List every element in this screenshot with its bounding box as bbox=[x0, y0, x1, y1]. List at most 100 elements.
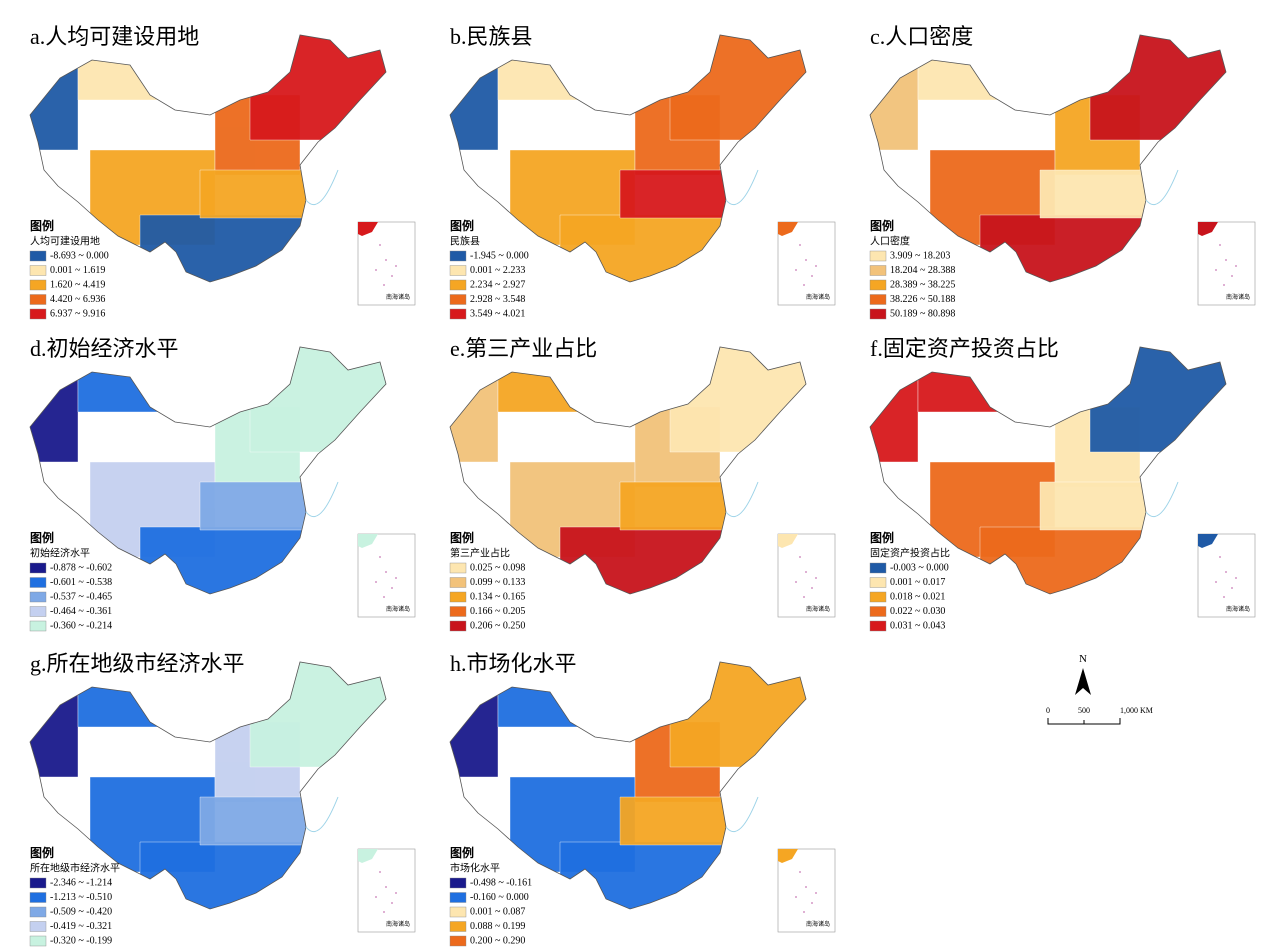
inset-label: 南海诸岛 bbox=[386, 605, 410, 613]
region bbox=[979, 526, 1161, 594]
inset-frame bbox=[1197, 221, 1256, 306]
scale-bar: N 0 500 1,000 KM bbox=[1046, 653, 1153, 725]
coastline bbox=[1145, 481, 1179, 518]
legend-label: -0.878 ~ -0.602 bbox=[50, 562, 112, 573]
legend-label: 0.001 ~ 0.017 bbox=[890, 577, 945, 588]
inset-label: 南海诸岛 bbox=[1226, 605, 1250, 613]
inset-land bbox=[778, 534, 798, 548]
legend-swatch bbox=[449, 279, 467, 291]
legend-label: 0.099 ~ 0.133 bbox=[470, 577, 525, 588]
legend-title: 图例 bbox=[30, 218, 54, 233]
legend-label: 2.928 ~ 3.548 bbox=[470, 294, 525, 305]
inset-island bbox=[1235, 577, 1237, 579]
inset-frame bbox=[357, 533, 416, 618]
region bbox=[669, 662, 806, 768]
inset-island bbox=[385, 571, 387, 573]
legend-title: 图例 bbox=[450, 218, 474, 233]
legend-subtitle: 民族县 bbox=[450, 234, 480, 247]
region bbox=[139, 526, 321, 594]
inset-island bbox=[391, 587, 393, 589]
region bbox=[77, 54, 166, 101]
inset-island bbox=[383, 596, 385, 598]
region bbox=[917, 366, 1006, 413]
inset-island bbox=[375, 581, 377, 583]
inset-island bbox=[795, 896, 797, 898]
legend-swatch bbox=[29, 620, 47, 632]
legend-swatch bbox=[449, 606, 467, 617]
region bbox=[559, 841, 741, 909]
legend-swatch bbox=[869, 562, 887, 574]
inset-label: 南海诸岛 bbox=[806, 605, 830, 613]
panel-title: f.固定资产投资占比 bbox=[870, 336, 1059, 361]
inset-label: 南海诸岛 bbox=[1226, 293, 1250, 301]
panel-title: d.初始经济水平 bbox=[30, 336, 179, 361]
inset-label: 南海诸岛 bbox=[386, 293, 410, 301]
inset-island bbox=[795, 581, 797, 583]
legend-label: -0.537 ~ -0.465 bbox=[50, 591, 112, 602]
inset-land bbox=[358, 222, 378, 236]
legend-label: 0.025 ~ 0.098 bbox=[470, 562, 525, 573]
legend-swatch bbox=[29, 265, 47, 276]
legend-swatch bbox=[29, 250, 47, 262]
legend-label: -0.360 ~ -0.214 bbox=[50, 620, 112, 631]
inset-island bbox=[385, 886, 387, 888]
region bbox=[1039, 481, 1151, 531]
coastline bbox=[725, 169, 759, 206]
region bbox=[619, 481, 731, 531]
legend-label: -0.509 ~ -0.420 bbox=[50, 906, 112, 917]
inset-island bbox=[1215, 581, 1217, 583]
inset-island bbox=[1225, 571, 1227, 573]
inset-island bbox=[811, 587, 813, 589]
inset-land bbox=[358, 534, 378, 548]
inset-island bbox=[391, 275, 393, 277]
inset-island bbox=[383, 284, 385, 286]
inset-island bbox=[799, 871, 801, 873]
region bbox=[559, 526, 741, 594]
inset-island bbox=[375, 269, 377, 271]
scale-tick: 0 bbox=[1046, 706, 1050, 715]
legend-label: 4.420 ~ 6.936 bbox=[50, 294, 105, 305]
inset-frame bbox=[357, 221, 416, 306]
inset-island bbox=[379, 244, 381, 246]
legend-label: -0.464 ~ -0.361 bbox=[50, 606, 112, 617]
inset-label: 南海诸岛 bbox=[806, 920, 830, 928]
legend-label: 0.022 ~ 0.030 bbox=[890, 606, 945, 617]
inset-frame bbox=[777, 848, 836, 933]
inset-island bbox=[385, 259, 387, 261]
coastline bbox=[305, 169, 339, 206]
inset-island bbox=[795, 269, 797, 271]
inset-island bbox=[811, 902, 813, 904]
legend-label: -0.498 ~ -0.161 bbox=[470, 877, 532, 888]
legend-swatch bbox=[29, 606, 47, 617]
coastline bbox=[305, 796, 339, 833]
legend-swatch bbox=[869, 265, 887, 276]
inset-island bbox=[395, 892, 397, 894]
legend-subtitle: 初始经济水平 bbox=[30, 546, 90, 559]
inset-island bbox=[1223, 596, 1225, 598]
legend-subtitle: 人口密度 bbox=[870, 234, 910, 247]
legend-swatch bbox=[29, 562, 47, 574]
legend-title: 图例 bbox=[870, 218, 894, 233]
country-outline bbox=[449, 346, 807, 595]
inset-island bbox=[375, 896, 377, 898]
legend-swatch bbox=[449, 892, 467, 903]
inset-island bbox=[1219, 244, 1221, 246]
inset-frame bbox=[357, 848, 416, 933]
legend-label: -0.320 ~ -0.199 bbox=[50, 935, 112, 946]
inset-island bbox=[1235, 265, 1237, 267]
legend-swatch bbox=[449, 562, 467, 574]
region bbox=[497, 366, 586, 413]
inset-island bbox=[811, 275, 813, 277]
panel-title: c.人口密度 bbox=[870, 24, 973, 49]
legend-label: -0.003 ~ 0.000 bbox=[890, 562, 949, 573]
region bbox=[199, 481, 311, 531]
legend-label: 0.166 ~ 0.205 bbox=[470, 606, 525, 617]
legend-title: 图例 bbox=[30, 845, 54, 860]
legend-swatch bbox=[29, 279, 47, 291]
legend-label: 3.549 ~ 4.021 bbox=[470, 308, 525, 319]
